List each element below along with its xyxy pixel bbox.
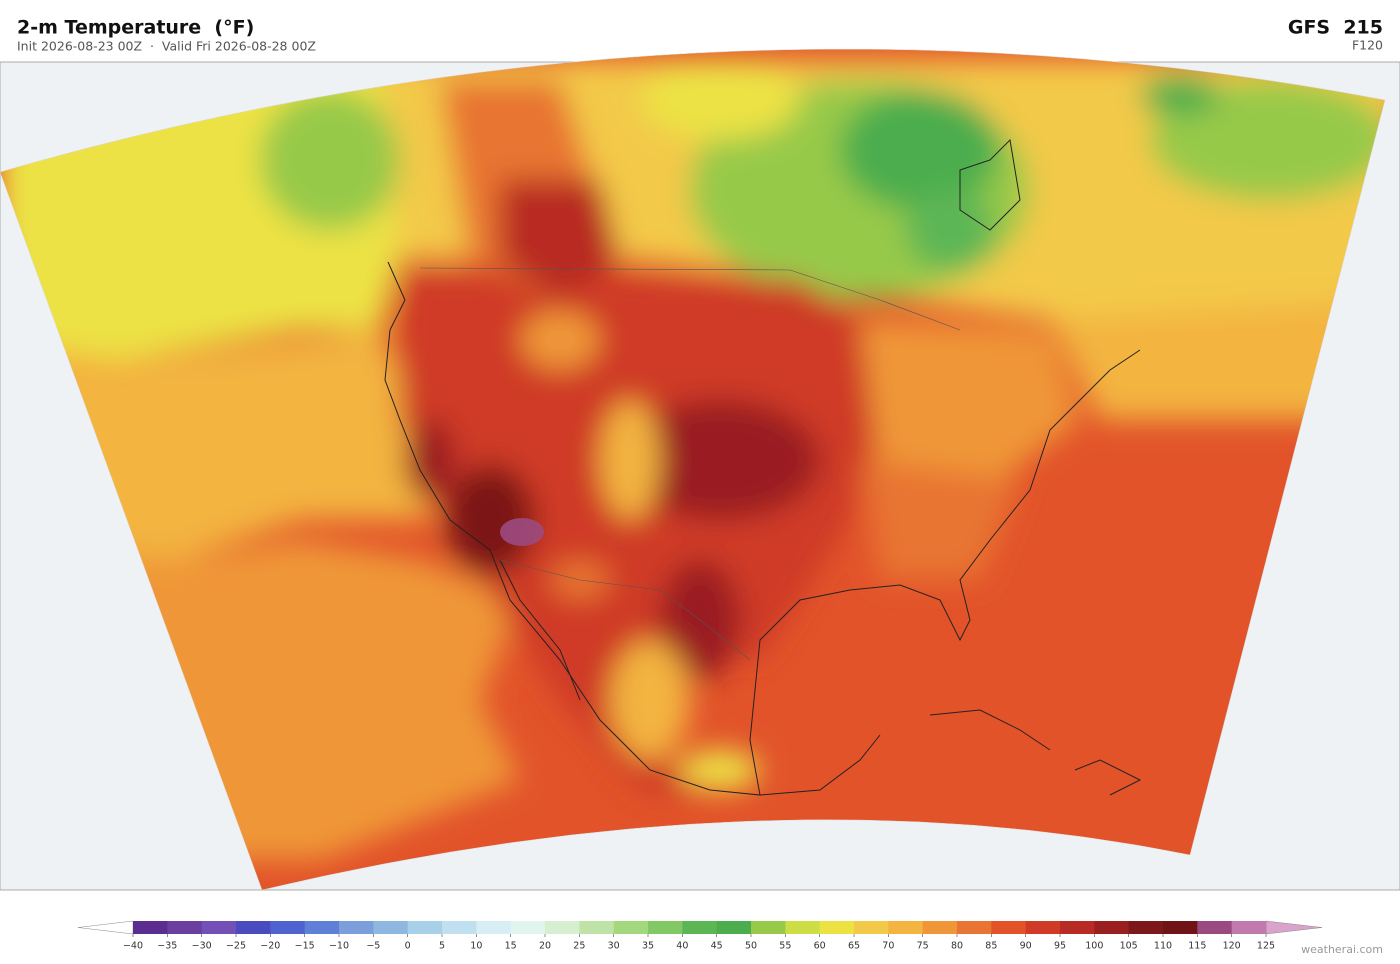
colorbar-tick-label: 55 [779,941,791,952]
colorbar-segment [373,921,409,934]
colorbar-tick-label: −5 [366,941,380,952]
colorbar-segment [510,921,546,934]
colorbar-segment [785,921,821,934]
colorbar-segment [201,921,237,934]
colorbar-segment [613,921,649,934]
colorbar-tick-label: −40 [123,941,143,952]
colorbar-tick-label: 115 [1188,941,1206,952]
colorbar-segment [888,921,924,934]
model: GFS 215 [1288,17,1383,39]
colorbar-segment [407,921,443,934]
title: 2-m Temperature (°F) [17,17,254,39]
colorbar-tick-label: 120 [1223,941,1241,952]
forecast-hour: F120 [1352,38,1383,53]
colorbar-segment [476,921,512,934]
colorbar-segment [751,921,786,934]
colorbar-tick-label: 100 [1085,941,1103,952]
colorbar-segment [1025,921,1061,934]
subtitle: Init 2026-08-23 00Z · Valid Fri 2026-08-… [17,39,316,54]
colorbar-segment [648,921,683,934]
colorbar-tick-label: 65 [848,941,860,952]
colorbar-segment [339,921,374,934]
colorbar-segment [1197,921,1233,934]
colorbar-tick-label: 70 [882,941,894,952]
colorbar-tick-label: 45 [711,941,723,952]
colorbar-tick-label: −35 [157,941,177,952]
colorbar-tick-label: 75 [917,941,929,952]
colorbar-segment [133,921,168,934]
colorbar-tick-label: 20 [539,941,551,952]
colorbar-tick-label: −30 [192,941,212,952]
colorbar-tick-label: 35 [642,941,654,952]
colorbar-segment [922,921,958,934]
colorbar-segment [579,921,615,934]
colorbar-segment [545,921,580,934]
colorbar-tick-label: −25 [226,941,246,952]
colorbar-tick-label: −15 [295,941,315,952]
colorbar-tick-label: 50 [745,941,757,952]
colorbar-tick-label: 80 [951,941,963,952]
colorbar-segment [716,921,752,934]
colorbar-tick-label: 95 [1054,941,1066,952]
colorbar-tick-label: 90 [1020,941,1032,952]
colorbar-tick-label: 10 [470,941,482,952]
colorbar-segment [1094,921,1130,934]
colorbar-tick-label: 125 [1257,941,1275,952]
colorbar: −40 −35 −30 −25 −20 −15 −10 −5 0 5 10 15 20 25 30 35 40 4… [77,920,1323,952]
colorbar-segment [1163,921,1198,934]
colorbar-tick-label: 105 [1120,941,1138,952]
colorbar-tick-label: 5 [439,941,445,952]
colorbar-segment [957,921,992,934]
watermark: weatherai.com [1301,943,1383,956]
colorbar-segment [1128,921,1164,934]
colorbar-segment [304,921,340,934]
colorbar-under [77,920,134,935]
colorbar-tick-label: −20 [260,941,280,952]
colorbar-segment [854,921,889,934]
colorbar-tick-label: −10 [329,941,349,952]
colorbar-tick-label: 0 [405,941,411,952]
colorbar-segment [236,921,271,934]
colorbar-tick-label: 15 [505,941,517,952]
colorbar-segment [1231,921,1267,934]
map [0,48,1400,891]
colorbar-tick-label: 25 [573,941,585,952]
colorbar-tick-label: 40 [676,941,688,952]
colorbar-segment [991,921,1027,934]
colorbar-segment [270,921,306,934]
colorbar-tick-label: 60 [814,941,826,952]
colorbar-tick-label: 110 [1154,941,1172,952]
colorbar-segment [1060,921,1095,934]
colorbar-segment [682,921,718,934]
colorbar-segment [442,921,477,934]
colorbar-segment [167,921,203,934]
colorbar-segment [819,921,855,934]
colorbar-tick-label: 85 [985,941,997,952]
colorbar-tick-label: 30 [608,941,620,952]
colorbar-over [1265,920,1323,935]
